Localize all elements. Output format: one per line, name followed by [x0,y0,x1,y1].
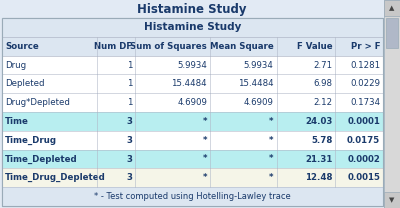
Text: 5.9934: 5.9934 [177,61,207,69]
Bar [384,0,400,208]
Text: Drug: Drug [5,61,26,69]
Text: 15.4484: 15.4484 [172,79,207,88]
Text: 0.0175: 0.0175 [347,136,380,145]
Text: * - Test computed using Hotelling-Lawley trace: * - Test computed using Hotelling-Lawley… [94,192,291,201]
Text: Source: Source [5,42,39,51]
Text: 0.0001: 0.0001 [347,117,380,126]
Text: 15.4484: 15.4484 [238,79,274,88]
Text: Depleted: Depleted [5,79,44,88]
Text: *: * [202,117,207,126]
Text: 3: 3 [126,173,132,182]
Text: 1: 1 [127,98,132,107]
Text: Time_Drug: Time_Drug [5,136,57,145]
Text: *: * [269,117,274,126]
Text: 3: 3 [126,117,132,126]
Bar [2,37,383,56]
Bar [2,56,383,74]
Text: Num DF: Num DF [94,42,132,51]
Text: Pr > F: Pr > F [350,42,380,51]
Text: 3: 3 [126,136,132,145]
Text: Histamine Study: Histamine Study [144,22,241,32]
Text: ▲: ▲ [389,5,395,11]
Text: 2.71: 2.71 [313,61,332,69]
Text: 5.78: 5.78 [311,136,332,145]
Text: 1: 1 [127,79,132,88]
Text: 4.6909: 4.6909 [177,98,207,107]
Text: *: * [269,155,274,163]
Text: Time_Drug_Depleted: Time_Drug_Depleted [5,173,106,182]
Bar [384,0,400,16]
Text: *: * [269,173,274,182]
Text: Time_Depleted: Time_Depleted [5,154,78,163]
Text: *: * [202,136,207,145]
Text: 0.0015: 0.0015 [347,173,380,182]
Bar [2,131,383,150]
Text: 0.0002: 0.0002 [347,155,380,163]
Text: 2.12: 2.12 [313,98,332,107]
Text: 6.98: 6.98 [313,79,332,88]
Text: Sum of Squares: Sum of Squares [130,42,207,51]
Text: 0.0229: 0.0229 [350,79,380,88]
Text: F Value: F Value [297,42,332,51]
Text: 24.03: 24.03 [305,117,332,126]
Bar [2,74,383,93]
Bar [2,18,383,37]
Bar [384,192,400,208]
Text: 1: 1 [127,61,132,69]
Text: *: * [269,136,274,145]
Text: Histamine Study: Histamine Study [137,4,247,16]
Text: 0.1734: 0.1734 [350,98,380,107]
Text: Time: Time [5,117,29,126]
Text: *: * [202,155,207,163]
Text: *: * [202,173,207,182]
Bar [2,168,383,187]
Bar [386,18,398,48]
Text: 12.48: 12.48 [305,173,332,182]
Text: 0.1281: 0.1281 [350,61,380,69]
Text: Drug*Depleted: Drug*Depleted [5,98,70,107]
Bar [2,93,383,112]
Text: Mean Square: Mean Square [210,42,274,51]
Bar [2,150,383,168]
Text: 3: 3 [126,155,132,163]
Text: 5.9934: 5.9934 [244,61,274,69]
Text: ▼: ▼ [389,197,395,203]
Bar [2,112,383,131]
Text: 4.6909: 4.6909 [244,98,274,107]
Text: 21.31: 21.31 [305,155,332,163]
Bar [2,187,383,206]
